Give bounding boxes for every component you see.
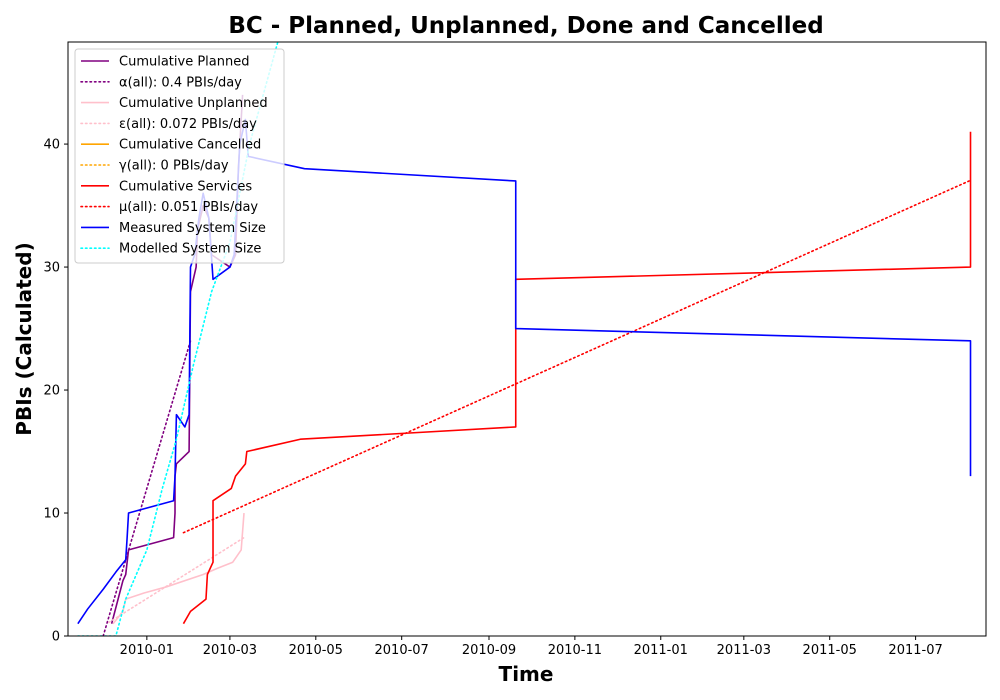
y-tick-label: 0: [52, 630, 60, 645]
axis-ticks: 2010-01 2010-03 2010-05 2010-07 2010-09 2010-…: [43, 138, 942, 658]
x-tick-label: 2011-03: [717, 643, 771, 658]
x-tick-label: 2010-09: [462, 643, 516, 658]
x-tick-label: 2011-01: [634, 643, 688, 658]
x-tick-label: 2010-11: [548, 643, 602, 658]
y-axis-label: PBIs (Calculated): [12, 242, 36, 435]
legend: Cumulative Planned α(all): 0.4 PBIs/day Cu…: [74, 48, 285, 264]
x-tick-label: 2010-01: [120, 643, 174, 658]
legend-label: γ(all): 0 PBIs/day: [119, 159, 229, 174]
x-tick-label: 2010-03: [203, 643, 257, 658]
legend-label: Modelled System Size: [119, 242, 261, 257]
series-line-all-0-4-pbis-day: [102, 340, 192, 636]
y-tick-label: 30: [43, 261, 60, 276]
legend-label: Cumulative Unplanned: [119, 96, 268, 111]
legend-label: Cumulative Services: [119, 179, 252, 194]
y-tick-label: 40: [43, 138, 60, 153]
x-tick-label: 2011-05: [803, 643, 857, 658]
y-tick-label: 10: [43, 507, 60, 522]
legend-label: Measured System Size: [119, 221, 266, 236]
legend-label: μ(all): 0.051 PBIs/day: [119, 200, 258, 215]
series-line-cumulative-unplanned: [112, 512, 245, 625]
series-line-all-0-072-pbis-day: [108, 536, 245, 624]
x-tick-label: 2010-05: [289, 643, 343, 658]
series-line-cumulative-services: [182, 131, 972, 625]
x-tick-label: 2011-07: [888, 643, 942, 658]
x-tick-label: 2010-07: [375, 643, 429, 658]
legend-label: Cumulative Cancelled: [119, 138, 261, 153]
legend-label: α(all): 0.4 PBIs/day: [119, 75, 242, 90]
legend-box: [74, 48, 285, 264]
chart-title: BC - Planned, Unplanned, Done and Cancel…: [228, 13, 823, 39]
legend-label: Cumulative Planned: [119, 55, 249, 70]
plot-frame: [67, 41, 987, 637]
y-tick-label: 20: [43, 384, 60, 399]
legend-label: ε(all): 0.072 PBIs/day: [119, 117, 257, 132]
series-line-all-0-051-pbis-day: [182, 180, 970, 534]
x-axis-label: Time: [499, 662, 554, 686]
